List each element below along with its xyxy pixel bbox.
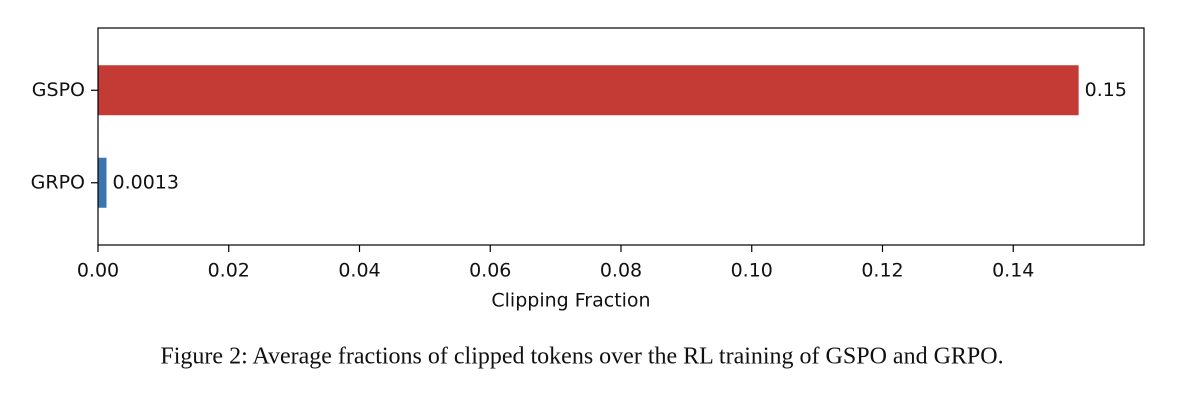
x-tick-label: 0.12 bbox=[861, 260, 903, 282]
value-label: 0.0013 bbox=[112, 171, 178, 193]
plot-frame bbox=[97, 27, 1145, 246]
x-tick-label: 0.02 bbox=[208, 260, 250, 282]
y-tick-label: GSPO bbox=[32, 79, 85, 101]
x-tick-label: 0.04 bbox=[338, 260, 380, 282]
x-tick-label: 0.08 bbox=[600, 260, 642, 282]
bar bbox=[98, 65, 1079, 116]
value-label: 0.15 bbox=[1085, 79, 1127, 101]
caption: Figure 2: Average fractions of clipped t… bbox=[160, 344, 1003, 370]
x-axis-label: Clipping Fraction bbox=[491, 290, 650, 312]
x-tick-label: 0.14 bbox=[992, 260, 1034, 282]
y-tick-label: GRPO bbox=[31, 171, 85, 193]
x-tick-label: 0.00 bbox=[77, 260, 119, 282]
x-tick-label: 0.06 bbox=[469, 260, 511, 282]
bar bbox=[98, 157, 107, 208]
x-tick-label: 0.10 bbox=[731, 260, 773, 282]
